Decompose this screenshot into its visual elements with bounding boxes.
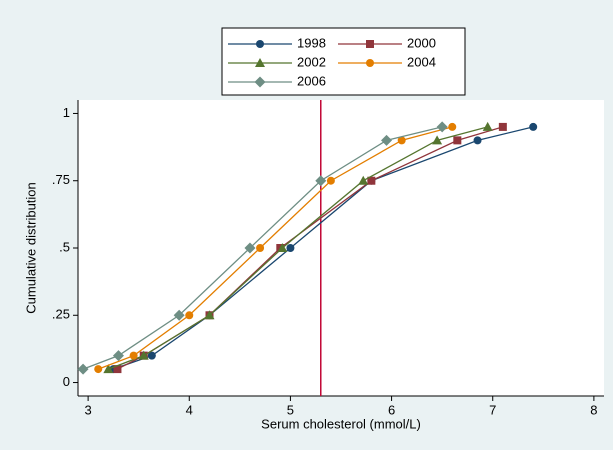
y-axis-label: Cumulative distribution [23, 182, 38, 314]
legend-label: 2004 [407, 54, 436, 69]
marker [381, 134, 393, 146]
marker [432, 135, 443, 145]
marker [315, 175, 327, 187]
marker [366, 59, 374, 67]
marker [453, 136, 462, 145]
x-tick-label: 4 [186, 402, 193, 417]
marker [498, 122, 507, 131]
legend-label: 2002 [297, 54, 326, 69]
legend-label: 1998 [297, 35, 326, 50]
marker [113, 365, 122, 374]
marker [94, 365, 103, 374]
marker [286, 244, 295, 252]
marker [112, 350, 124, 362]
y-tick-label: .25 [52, 307, 70, 322]
marker [436, 121, 448, 133]
x-tick-label: 8 [590, 402, 597, 417]
x-tick-label: 3 [84, 402, 91, 417]
marker [256, 40, 264, 48]
marker [173, 309, 185, 321]
marker [254, 76, 266, 88]
x-tick-label: 5 [287, 402, 294, 417]
marker [366, 40, 374, 48]
marker [367, 176, 376, 185]
marker [529, 122, 538, 131]
y-tick-label: 0 [63, 374, 70, 389]
x-tick-label: 7 [489, 402, 496, 417]
marker [255, 58, 265, 67]
marker [277, 243, 288, 252]
marker [473, 136, 482, 145]
marker [147, 351, 156, 360]
marker [129, 351, 138, 360]
marker [358, 175, 369, 185]
y-tick-label: .5 [59, 239, 70, 254]
x-tick-label: 6 [388, 402, 395, 417]
y-tick-label: .75 [52, 172, 70, 187]
marker [244, 242, 256, 254]
legend-label: 2006 [297, 73, 326, 88]
marker [103, 364, 114, 374]
marker [204, 310, 215, 320]
legend-label: 2000 [407, 35, 436, 50]
x-axis-label: Serum cholesterol (mmol/L) [261, 416, 421, 431]
marker [482, 121, 493, 131]
marker [138, 350, 149, 360]
marker [185, 311, 194, 320]
marker [326, 176, 335, 185]
marker [397, 136, 406, 145]
marker [448, 122, 457, 131]
marker [77, 363, 89, 375]
y-tick-label: 1 [63, 105, 70, 120]
marker [256, 244, 265, 252]
